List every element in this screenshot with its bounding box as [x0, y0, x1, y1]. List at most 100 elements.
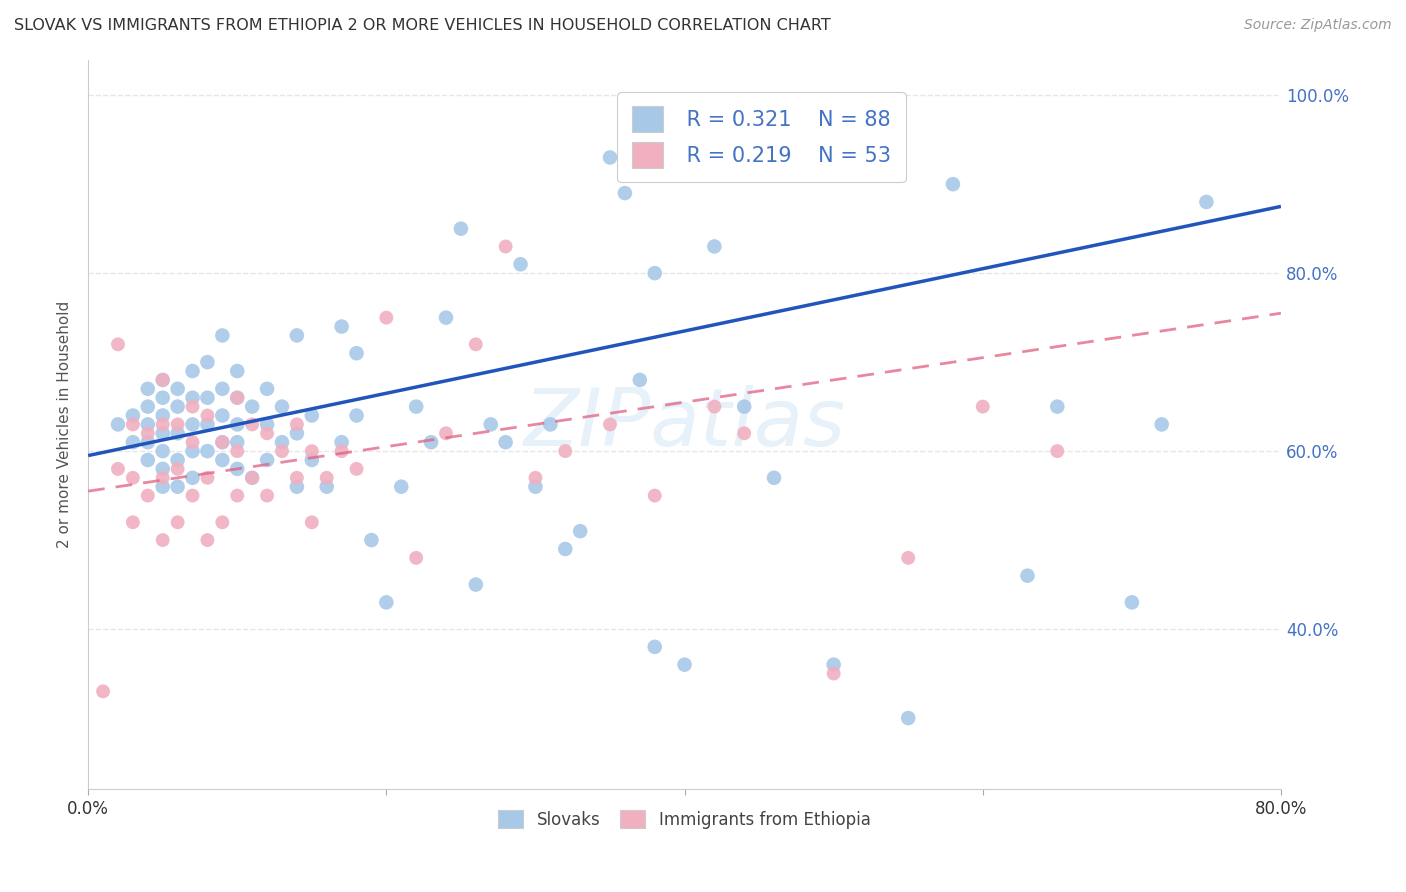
Point: [434, 426, 457, 441]
Point: [181, 435, 204, 450]
Text: SLOVAK VS IMMIGRANTS FROM ETHIOPIA 2 OR MORE VEHICLES IN HOUSEHOLD CORRELATION C: SLOVAK VS IMMIGRANTS FROM ETHIOPIA 2 OR …: [14, 18, 831, 33]
Point: [346, 409, 368, 423]
Point: [450, 221, 472, 235]
Point: [942, 177, 965, 191]
Point: [256, 417, 278, 432]
Point: [197, 355, 219, 369]
Point: [628, 373, 651, 387]
Point: [226, 444, 249, 458]
Point: [152, 462, 174, 476]
Point: [569, 524, 592, 538]
Point: [285, 417, 308, 432]
Point: [166, 453, 188, 467]
Point: [152, 409, 174, 423]
Point: [644, 489, 666, 503]
Point: [346, 346, 368, 360]
Point: [152, 373, 174, 387]
Point: [181, 444, 204, 458]
Point: [226, 489, 249, 503]
Point: [434, 310, 457, 325]
Point: [166, 382, 188, 396]
Point: [181, 391, 204, 405]
Point: [972, 400, 994, 414]
Point: [211, 328, 233, 343]
Point: [226, 417, 249, 432]
Point: [897, 711, 920, 725]
Point: [1195, 194, 1218, 209]
Point: [152, 373, 174, 387]
Point: [405, 400, 427, 414]
Point: [420, 435, 443, 450]
Point: [122, 516, 145, 530]
Point: [375, 310, 398, 325]
Point: [122, 409, 145, 423]
Point: [152, 391, 174, 405]
Point: [181, 364, 204, 378]
Point: [301, 409, 323, 423]
Point: [285, 328, 308, 343]
Point: [181, 489, 204, 503]
Point: [226, 391, 249, 405]
Point: [405, 550, 427, 565]
Point: [152, 480, 174, 494]
Point: [211, 435, 233, 450]
Text: ZIPatlas: ZIPatlas: [523, 385, 845, 464]
Point: [136, 435, 159, 450]
Point: [330, 319, 353, 334]
Point: [197, 444, 219, 458]
Point: [211, 516, 233, 530]
Point: [197, 391, 219, 405]
Point: [315, 480, 337, 494]
Point: [360, 533, 382, 547]
Point: [538, 417, 561, 432]
Point: [152, 444, 174, 458]
Point: [1046, 400, 1069, 414]
Point: [673, 657, 696, 672]
Point: [301, 453, 323, 467]
Point: [240, 417, 263, 432]
Point: [1150, 417, 1173, 432]
Point: [823, 666, 845, 681]
Point: [226, 391, 249, 405]
Point: [703, 400, 725, 414]
Text: Source: ZipAtlas.com: Source: ZipAtlas.com: [1244, 18, 1392, 32]
Point: [136, 417, 159, 432]
Point: [823, 657, 845, 672]
Point: [107, 337, 129, 351]
Point: [166, 417, 188, 432]
Point: [136, 426, 159, 441]
Point: [285, 480, 308, 494]
Point: [91, 684, 114, 698]
Point: [733, 426, 755, 441]
Point: [1017, 568, 1039, 582]
Point: [197, 471, 219, 485]
Point: [107, 417, 129, 432]
Point: [464, 577, 486, 591]
Point: [271, 444, 294, 458]
Point: [256, 453, 278, 467]
Point: [524, 480, 547, 494]
Point: [301, 516, 323, 530]
Point: [166, 516, 188, 530]
Point: [495, 435, 517, 450]
Point: [211, 382, 233, 396]
Point: [122, 435, 145, 450]
Point: [733, 400, 755, 414]
Point: [464, 337, 486, 351]
Point: [136, 400, 159, 414]
Point: [375, 595, 398, 609]
Point: [211, 453, 233, 467]
Point: [301, 444, 323, 458]
Point: [346, 462, 368, 476]
Point: [211, 435, 233, 450]
Point: [524, 471, 547, 485]
Point: [166, 480, 188, 494]
Point: [152, 471, 174, 485]
Point: [211, 409, 233, 423]
Point: [226, 364, 249, 378]
Point: [285, 426, 308, 441]
Point: [495, 239, 517, 253]
Point: [479, 417, 502, 432]
Point: [240, 471, 263, 485]
Y-axis label: 2 or more Vehicles in Household: 2 or more Vehicles in Household: [58, 301, 72, 548]
